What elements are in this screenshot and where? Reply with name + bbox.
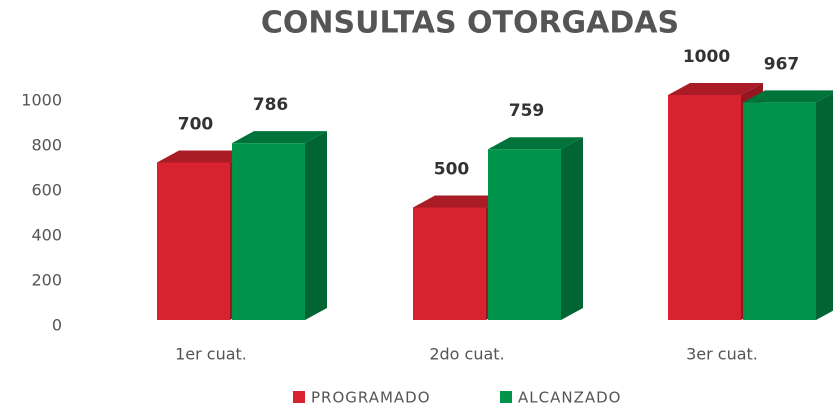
y-tick-label: 0 bbox=[52, 316, 62, 335]
bar bbox=[232, 143, 305, 320]
bar-top bbox=[488, 137, 583, 150]
value-label: 700 bbox=[178, 115, 214, 135]
legend-swatch bbox=[293, 391, 305, 403]
bar-top bbox=[743, 90, 833, 103]
x-tick-label: 3er cuat. bbox=[686, 345, 758, 364]
chart-title: CONSULTAS OTORGADAS bbox=[261, 6, 679, 41]
y-tick-label: 1000 bbox=[21, 91, 62, 110]
value-label: 786 bbox=[253, 95, 289, 115]
bar bbox=[413, 207, 486, 320]
x-tick-label: 1er cuat. bbox=[175, 345, 247, 364]
bar-top bbox=[232, 131, 327, 144]
x-tick-label: 2do cuat. bbox=[429, 345, 504, 364]
bar-top bbox=[668, 83, 763, 95]
bar bbox=[668, 95, 741, 320]
legend-label: ALCANZADO bbox=[518, 389, 621, 407]
bar bbox=[488, 149, 561, 320]
bar bbox=[157, 162, 230, 320]
y-tick-label: 800 bbox=[31, 136, 62, 155]
bar-side bbox=[561, 137, 583, 320]
bar-top bbox=[413, 195, 508, 208]
bar bbox=[743, 102, 816, 320]
y-tick-label: 200 bbox=[31, 271, 62, 290]
y-tick-label: 400 bbox=[31, 226, 62, 245]
legend-label: PROGRAMADO bbox=[311, 389, 431, 407]
bar-side bbox=[305, 131, 327, 320]
value-label: 1000 bbox=[683, 47, 730, 67]
value-label: 759 bbox=[509, 101, 545, 121]
bar-side bbox=[816, 93, 833, 320]
value-label: 967 bbox=[764, 54, 800, 74]
y-tick-label: 600 bbox=[31, 181, 62, 200]
bar-top bbox=[157, 150, 252, 163]
value-label: 500 bbox=[434, 160, 470, 180]
legend-swatch bbox=[500, 391, 512, 403]
